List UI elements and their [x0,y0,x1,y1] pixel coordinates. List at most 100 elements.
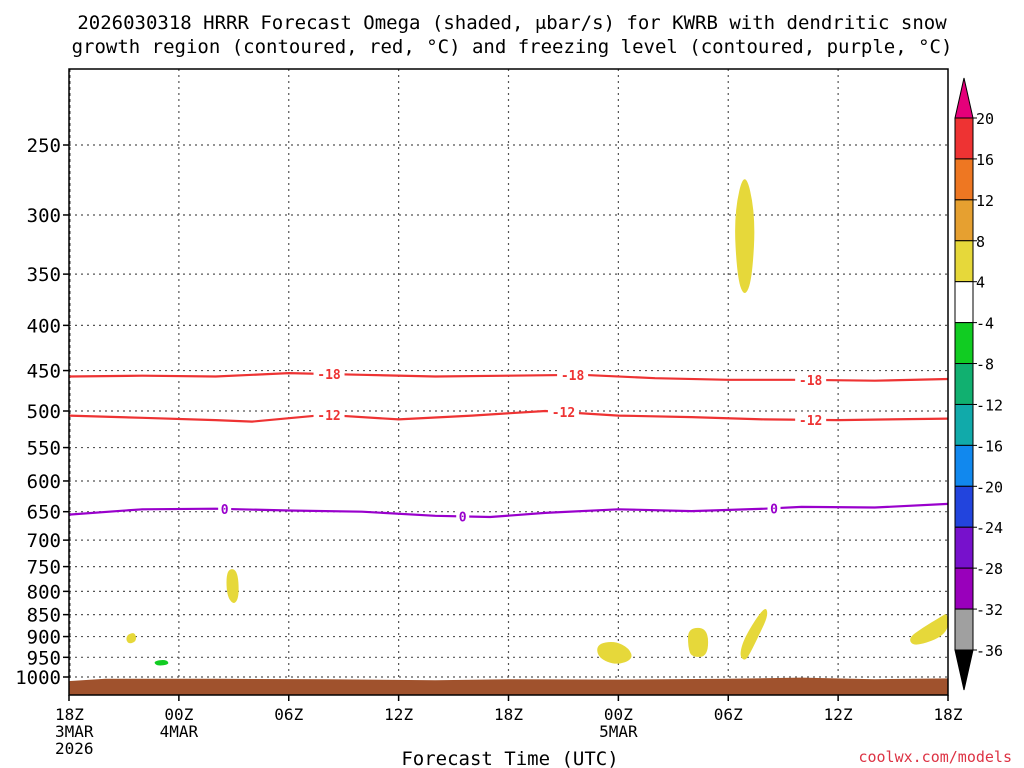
omega-shaded-region-0 [735,179,755,293]
colorbar-label: -36 [976,642,1003,660]
terrain-area [68,677,949,696]
y-tick-label: 800 [27,581,61,603]
omega-shading [126,179,948,666]
colorbar-bottom-arrow [954,649,974,691]
colorbar-box [954,322,974,365]
contour-label-bg [547,404,579,420]
colorbar-label: -16 [976,437,1003,455]
contour-label-bg [313,366,345,382]
chart-title-line1: 2026030318 HRRR Forecast Omega (shaded, … [77,12,947,34]
y-tick-label: 450 [27,361,61,383]
colorbar-label: -4 [976,315,994,333]
colorbar-label: 4 [976,274,985,292]
colorbar-label: -12 [976,396,1003,414]
colorbar-box [954,281,974,324]
y-tick-label: 350 [27,264,61,286]
y-tick-label: 650 [27,502,61,524]
temperature-contours: -18 -18 -18 -12 -12 -12 0 0 0 [68,366,949,525]
contour-label-0C: 0 [221,503,229,518]
y-tick-label: 600 [27,471,61,493]
colorbar-label: -8 [976,356,994,374]
colorbar: 20 16 12 8 4 -4 -8 -12 -16 -20 -24 -28 -32 -36 [954,77,1003,691]
y-tick-label: 1000 [15,667,61,689]
colorbar-box [954,199,974,242]
contour-label-bg [313,407,345,423]
contour-label-bg [795,411,827,427]
y-tick-label: 500 [27,401,61,423]
colorbar-label: 16 [976,151,994,169]
y-tick-label: 900 [27,627,61,649]
contour-line--12C [68,409,949,423]
colorbar-box [954,363,974,405]
omega-shaded-region-3 [597,641,632,664]
x-tick-date: 4MAR [160,722,199,741]
colorbar-box [954,526,974,569]
colorbar-box [954,567,974,610]
x-tick-label: 12Z [384,705,413,724]
y-tick-label: 750 [27,557,61,579]
plot-area: -18 -18 -18 -12 -12 -12 0 0 0 [68,69,949,696]
colorbar-label: -28 [976,560,1003,578]
y-tick-label: 300 [27,205,61,227]
contour-label-0C: 0 [459,510,467,525]
gridlines [69,69,948,695]
x-tick-label: 00Z [164,705,193,724]
colorbar-label: -20 [976,478,1003,496]
contour-label-bg [795,371,827,387]
colorbar-label: -24 [976,519,1003,537]
y-tick-label: 400 [27,315,61,337]
contour-label--18C: -18 [317,368,341,383]
colorbar-box [954,240,974,283]
omega-shaded-region-2 [126,633,137,644]
contour-label--18C: -18 [799,374,823,389]
x-tick-label: 00Z [604,705,633,724]
colorbar-box [954,608,974,651]
colorbar-box [954,117,974,160]
colorbar-box [954,403,974,446]
omega-shaded-region-5 [740,609,768,660]
x-axis-label: Forecast Time (UTC) [401,748,618,768]
y-tick-label: 700 [27,530,61,552]
contour-line-0C [68,502,949,519]
colorbar-label: 12 [976,192,994,210]
x-tick-label: 18Z [55,705,84,724]
terrain-fill [68,677,949,696]
contour-label--12C: -12 [552,406,575,421]
x-tick-label: 12Z [824,705,853,724]
chart-title-line2: growth region (contoured, red, °C) and f… [72,36,953,58]
colorbar-box [954,158,974,201]
credit-text: coolwx.com/models [858,748,1012,766]
omega-shaded-region-7 [154,660,169,666]
omega-shaded-region-1 [226,569,239,604]
contour-label--12C: -12 [799,414,822,429]
omega-shaded-region-4 [688,627,709,657]
y-axis-pressure: 2503003504004505005506006507007508008509… [15,135,69,689]
contour-label--18C: -18 [561,369,585,384]
colorbar-label: -32 [976,601,1003,619]
y-tick-label: 950 [27,647,61,669]
x-tick-label: 18Z [494,705,523,724]
y-tick-label: 850 [27,605,61,627]
x-tick-date: 5MAR [599,722,638,741]
colorbar-box [954,444,974,487]
colorbar-top-arrow [954,77,974,119]
contour-label-bg [767,500,781,516]
contour-label-bg [218,500,232,516]
contour-label-bg [557,366,589,382]
y-tick-label: 550 [27,438,61,460]
colorbar-box [954,485,974,528]
x-tick-date: 3MAR [55,722,94,741]
contour-label-0C: 0 [770,502,778,517]
contour-label-bg [456,508,470,524]
colorbar-label: 20 [976,110,994,128]
x-tick-year: 2026 [55,739,94,758]
colorbar-label: 8 [976,233,985,251]
omega-shaded-region-6 [910,614,948,645]
contour-label--12C: -12 [317,409,340,424]
x-tick-label: 18Z [934,705,963,724]
x-tick-label: 06Z [274,705,303,724]
y-tick-label: 250 [27,135,61,157]
x-tick-label: 06Z [714,705,743,724]
